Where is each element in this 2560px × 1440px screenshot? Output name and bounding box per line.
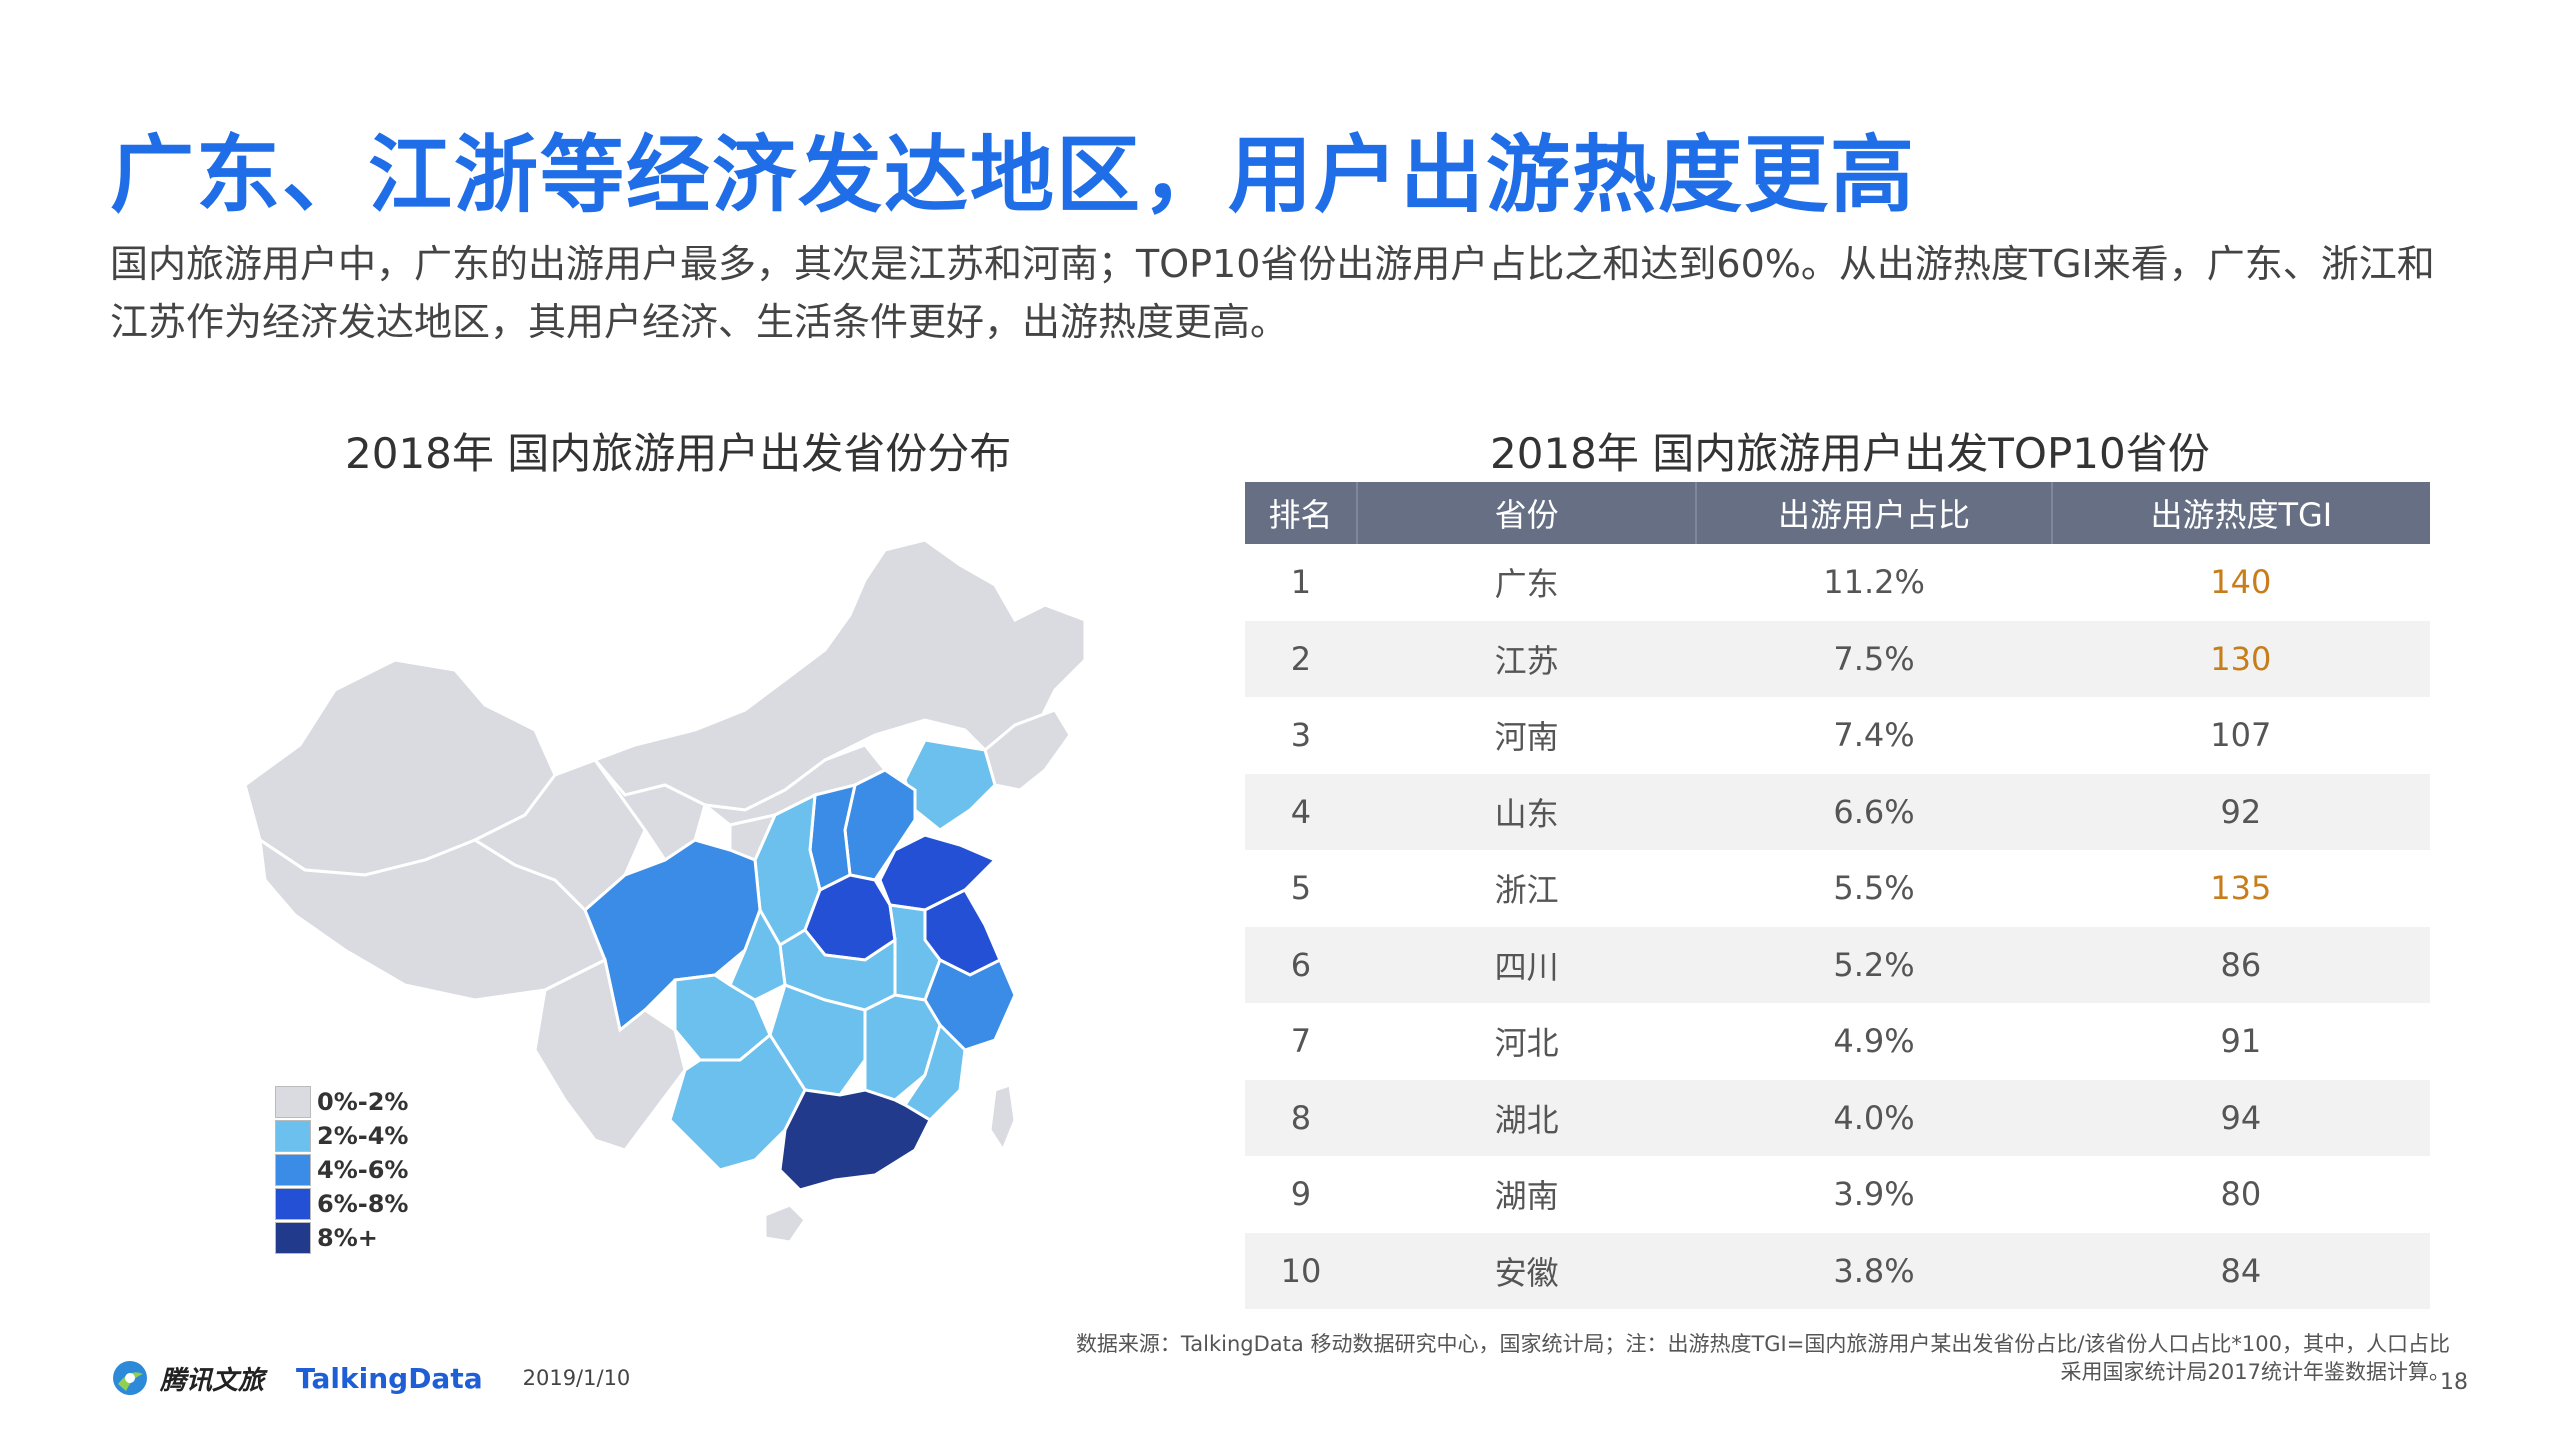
table-row: 8 湖北 4.0% 94: [1245, 1079, 2430, 1156]
cell-tgi: 80: [2220, 1175, 2262, 1214]
legend-item: 6%-8%: [275, 1187, 408, 1221]
cell-rank: 4: [1245, 773, 1357, 850]
page-description: 国内旅游用户中，广东的出游用户最多，其次是江苏和河南；TOP10省份出游用户占比…: [110, 242, 2435, 344]
legend-item: 2%-4%: [275, 1119, 408, 1153]
legend-label: 0%-2%: [317, 1088, 409, 1116]
cell-rank: 3: [1290, 716, 1312, 755]
report-date: 2019/1/10: [522, 1366, 631, 1390]
cell-province: 四川: [1356, 926, 1697, 1003]
table-row: 6 四川 5.2% 86: [1245, 926, 2430, 1003]
cell-rank: 5: [1290, 869, 1312, 908]
table-title: 2018年 国内旅游用户出发TOP10省份: [1490, 429, 2210, 478]
legend-label: 6%-8%: [317, 1190, 409, 1218]
map-region-jilin: [983, 708, 1072, 792]
cell-tgi: 84: [2051, 1232, 2430, 1309]
data-source-line: 采用国家统计局2017统计年鉴数据计算。: [2060, 1360, 2450, 1384]
table-row: 5 浙江 5.5% 135: [1245, 850, 2430, 927]
map-legend: 0%-2% 2%-4% 4%-6% 6%-8% 8%+: [275, 1085, 408, 1255]
cell-province: 河南: [1494, 718, 1559, 757]
legend-swatch: [275, 1120, 311, 1152]
map-region-yunnan: [533, 957, 687, 1152]
cell-share: 7.4%: [1833, 716, 1915, 755]
cell-share: 4.0%: [1696, 1079, 2052, 1156]
column-header-share: 出游用户占比: [1695, 482, 2052, 544]
cell-tgi: 94: [2051, 1079, 2430, 1156]
legend-label: 8%+: [317, 1224, 378, 1252]
table-row: 4 山东 6.6% 92: [1245, 773, 2430, 850]
cell-share: 7.5%: [1696, 620, 2052, 697]
cell-share: 3.9%: [1833, 1175, 1915, 1214]
cell-tgi: 86: [2051, 926, 2430, 1003]
cell-tgi: 91: [2220, 1022, 2262, 1061]
tencent-travel-logo-icon: [113, 1361, 147, 1395]
cell-share: 6.6%: [1696, 773, 2052, 850]
cell-rank: 9: [1290, 1175, 1312, 1214]
cell-tgi: 140: [2210, 563, 2272, 602]
map-region-hainan: [763, 1203, 807, 1244]
legend-item: 8%+: [275, 1221, 408, 1255]
table-header-row: 排名 省份 出游用户占比 出游热度TGI: [1245, 482, 2430, 544]
cell-province: 湖北: [1356, 1079, 1697, 1156]
cell-province: 山东: [1356, 773, 1697, 850]
page-title: 广东、江浙等经济发达地区，用户出游热度更高: [110, 126, 1917, 224]
brand-talkingdata: TalkingData: [296, 1361, 483, 1395]
cell-province: 安徽: [1356, 1232, 1697, 1309]
cell-rank: 6: [1245, 926, 1357, 1003]
column-header-rank: 排名: [1245, 482, 1357, 544]
table-row: 10 安徽 3.8% 84: [1245, 1232, 2430, 1309]
cell-rank: 7: [1290, 1022, 1312, 1061]
map-title: 2018年 国内旅游用户出发省份分布: [345, 429, 1012, 478]
cell-province: 河北: [1494, 1024, 1559, 1063]
cell-tgi: 130: [2051, 620, 2430, 697]
cell-tgi: 107: [2210, 716, 2272, 755]
cell-rank: 2: [1245, 620, 1357, 697]
table-row: 7 河北 4.9% 91: [1245, 1003, 2430, 1080]
cell-share: 5.5%: [1833, 869, 1915, 908]
legend-label: 2%-4%: [317, 1122, 409, 1150]
column-header-province: 省份: [1355, 482, 1697, 544]
legend-swatch: [275, 1222, 311, 1254]
column-header-tgi: 出游热度TGI: [2050, 482, 2430, 544]
cell-province: 广东: [1494, 565, 1559, 604]
cell-share: 5.2%: [1696, 926, 2052, 1003]
cell-tgi: 135: [2210, 869, 2272, 908]
data-source-line: 数据来源：TalkingData 移动数据研究中心，国家统计局；注：出游热度TG…: [1075, 1332, 2450, 1356]
legend-item: 4%-6%: [275, 1153, 408, 1187]
map-region-guangdong: [778, 1088, 932, 1192]
legend-swatch: [275, 1154, 311, 1186]
table-row: 1 广东 11.2% 140: [1245, 544, 2430, 621]
footer-brand: 腾讯文旅 TalkingData 2019/1/10: [110, 1358, 630, 1398]
legend-swatch: [275, 1188, 311, 1220]
legend-swatch: [275, 1086, 311, 1118]
page-number: 18: [2440, 1370, 2468, 1395]
table-row: 3 河南 7.4% 107: [1245, 697, 2430, 774]
top10-provinces-table: 排名 省份 出游用户占比 出游热度TGI 1 广东 11.2% 140 2 江苏 7.5% 1…: [1245, 482, 2430, 1309]
map-region-taiwan: [988, 1083, 1017, 1154]
cell-rank: 1: [1290, 563, 1312, 602]
map-region-northeast: [592, 538, 1087, 812]
cell-rank: 10: [1245, 1232, 1357, 1309]
data-source-note: 数据来源：TalkingData 移动数据研究中心，国家统计局；注：出游热度TG…: [985, 1330, 2450, 1386]
cell-province: 湖南: [1494, 1177, 1559, 1216]
map-region-liaoning: [903, 738, 997, 832]
cell-tgi: 92: [2051, 773, 2430, 850]
brand-tencent-travel: 腾讯文旅: [160, 1365, 265, 1396]
cell-share: 3.8%: [1696, 1232, 2052, 1309]
cell-province: 江苏: [1356, 620, 1697, 697]
cell-rank: 8: [1245, 1079, 1357, 1156]
cell-share: 4.9%: [1833, 1022, 1915, 1061]
table-row: 9 湖南 3.9% 80: [1245, 1156, 2430, 1233]
legend-item: 0%-2%: [275, 1085, 408, 1119]
map-region-gansu: [593, 759, 707, 863]
cell-share: 11.2%: [1823, 563, 1925, 602]
legend-label: 4%-6%: [317, 1156, 409, 1184]
cell-province: 浙江: [1494, 871, 1559, 910]
table-row: 2 江苏 7.5% 130: [1245, 620, 2430, 697]
china-choropleth-map: [243, 538, 1087, 1244]
